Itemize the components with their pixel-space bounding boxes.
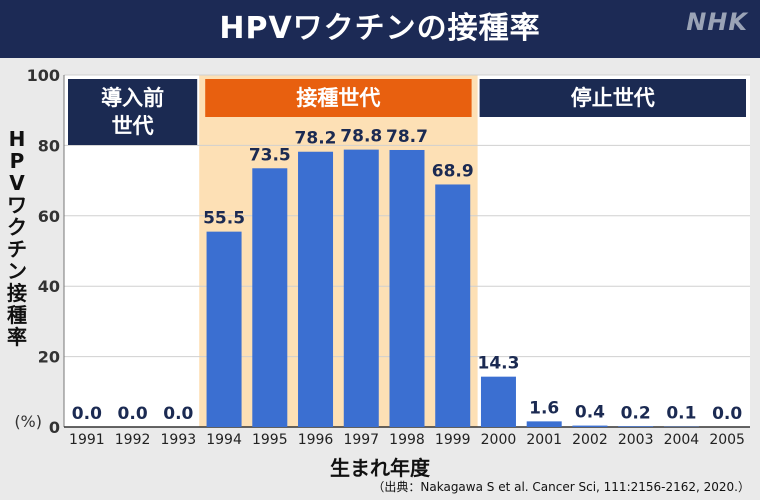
x-tick-label: 2004 — [664, 432, 700, 448]
bar — [572, 425, 608, 427]
band-highlight — [199, 75, 478, 427]
nhk-logo: NHK — [686, 8, 748, 36]
bar — [298, 151, 334, 427]
value-label: 0.0 — [712, 404, 742, 424]
x-tick-label: 2003 — [618, 432, 654, 448]
bar — [618, 426, 654, 427]
bar — [343, 149, 379, 427]
x-tick-label: 1999 — [435, 432, 471, 448]
value-label: 78.2 — [295, 129, 337, 149]
value-label: 0.0 — [118, 404, 148, 424]
x-tick-label: 2000 — [481, 432, 517, 448]
value-label: 0.4 — [575, 403, 605, 423]
x-tick-label: 1991 — [69, 432, 105, 448]
x-tick-label: 1998 — [389, 432, 425, 448]
value-label: 55.5 — [203, 209, 245, 229]
era-band-label: 接種世代 — [296, 86, 380, 110]
value-label: 68.9 — [432, 161, 474, 181]
y-axis-label: HPVワクチン接種率 — [7, 127, 27, 349]
value-label: 0.0 — [72, 404, 102, 424]
value-label: 1.6 — [529, 398, 559, 418]
bar — [206, 231, 242, 427]
value-label: 0.2 — [621, 403, 651, 423]
bar — [252, 168, 288, 427]
y-tick-label: 0 — [49, 418, 60, 437]
era-band — [68, 79, 198, 145]
x-tick-label: 1996 — [298, 432, 334, 448]
x-tick-label: 1995 — [252, 432, 288, 448]
value-label: 14.3 — [477, 354, 519, 374]
era-band-label: 世代 — [112, 114, 154, 138]
chart-title: HPVワクチンの接種率 — [219, 11, 541, 46]
y-tick-label: 80 — [38, 136, 60, 155]
bar — [526, 421, 562, 427]
era-band-label: 停止世代 — [571, 86, 655, 110]
header-bar: HPVワクチンの接種率 NHK — [0, 0, 760, 58]
bar — [435, 184, 471, 427]
x-tick-label: 1992 — [115, 432, 151, 448]
value-label: 0.0 — [163, 404, 193, 424]
value-label: 78.8 — [340, 127, 382, 147]
x-tick-label: 1993 — [161, 432, 197, 448]
unit-label: (%) — [14, 412, 42, 431]
era-band — [205, 79, 472, 117]
value-label: 73.5 — [249, 145, 291, 165]
y-tick-label: 60 — [38, 207, 60, 226]
bar — [389, 149, 425, 427]
era-band — [479, 79, 746, 117]
x-axis-label: 生まれ年度 — [330, 456, 430, 480]
y-tick-label: 100 — [27, 66, 60, 85]
bar — [480, 376, 516, 427]
x-tick-label: 2002 — [572, 432, 608, 448]
x-tick-label: 1997 — [343, 432, 379, 448]
x-tick-label: 2005 — [709, 432, 745, 448]
x-tick-label: 2001 — [526, 432, 562, 448]
x-tick-label: 1994 — [206, 432, 242, 448]
y-tick-label: 40 — [38, 277, 60, 296]
source-citation: （出典：Nakagawa S et al. Cancer Sci, 111:21… — [372, 480, 750, 494]
era-band-label: 導入前 — [101, 86, 164, 110]
value-label: 78.7 — [386, 127, 428, 147]
value-label: 0.1 — [666, 404, 696, 424]
y-tick-label: 20 — [38, 348, 60, 367]
